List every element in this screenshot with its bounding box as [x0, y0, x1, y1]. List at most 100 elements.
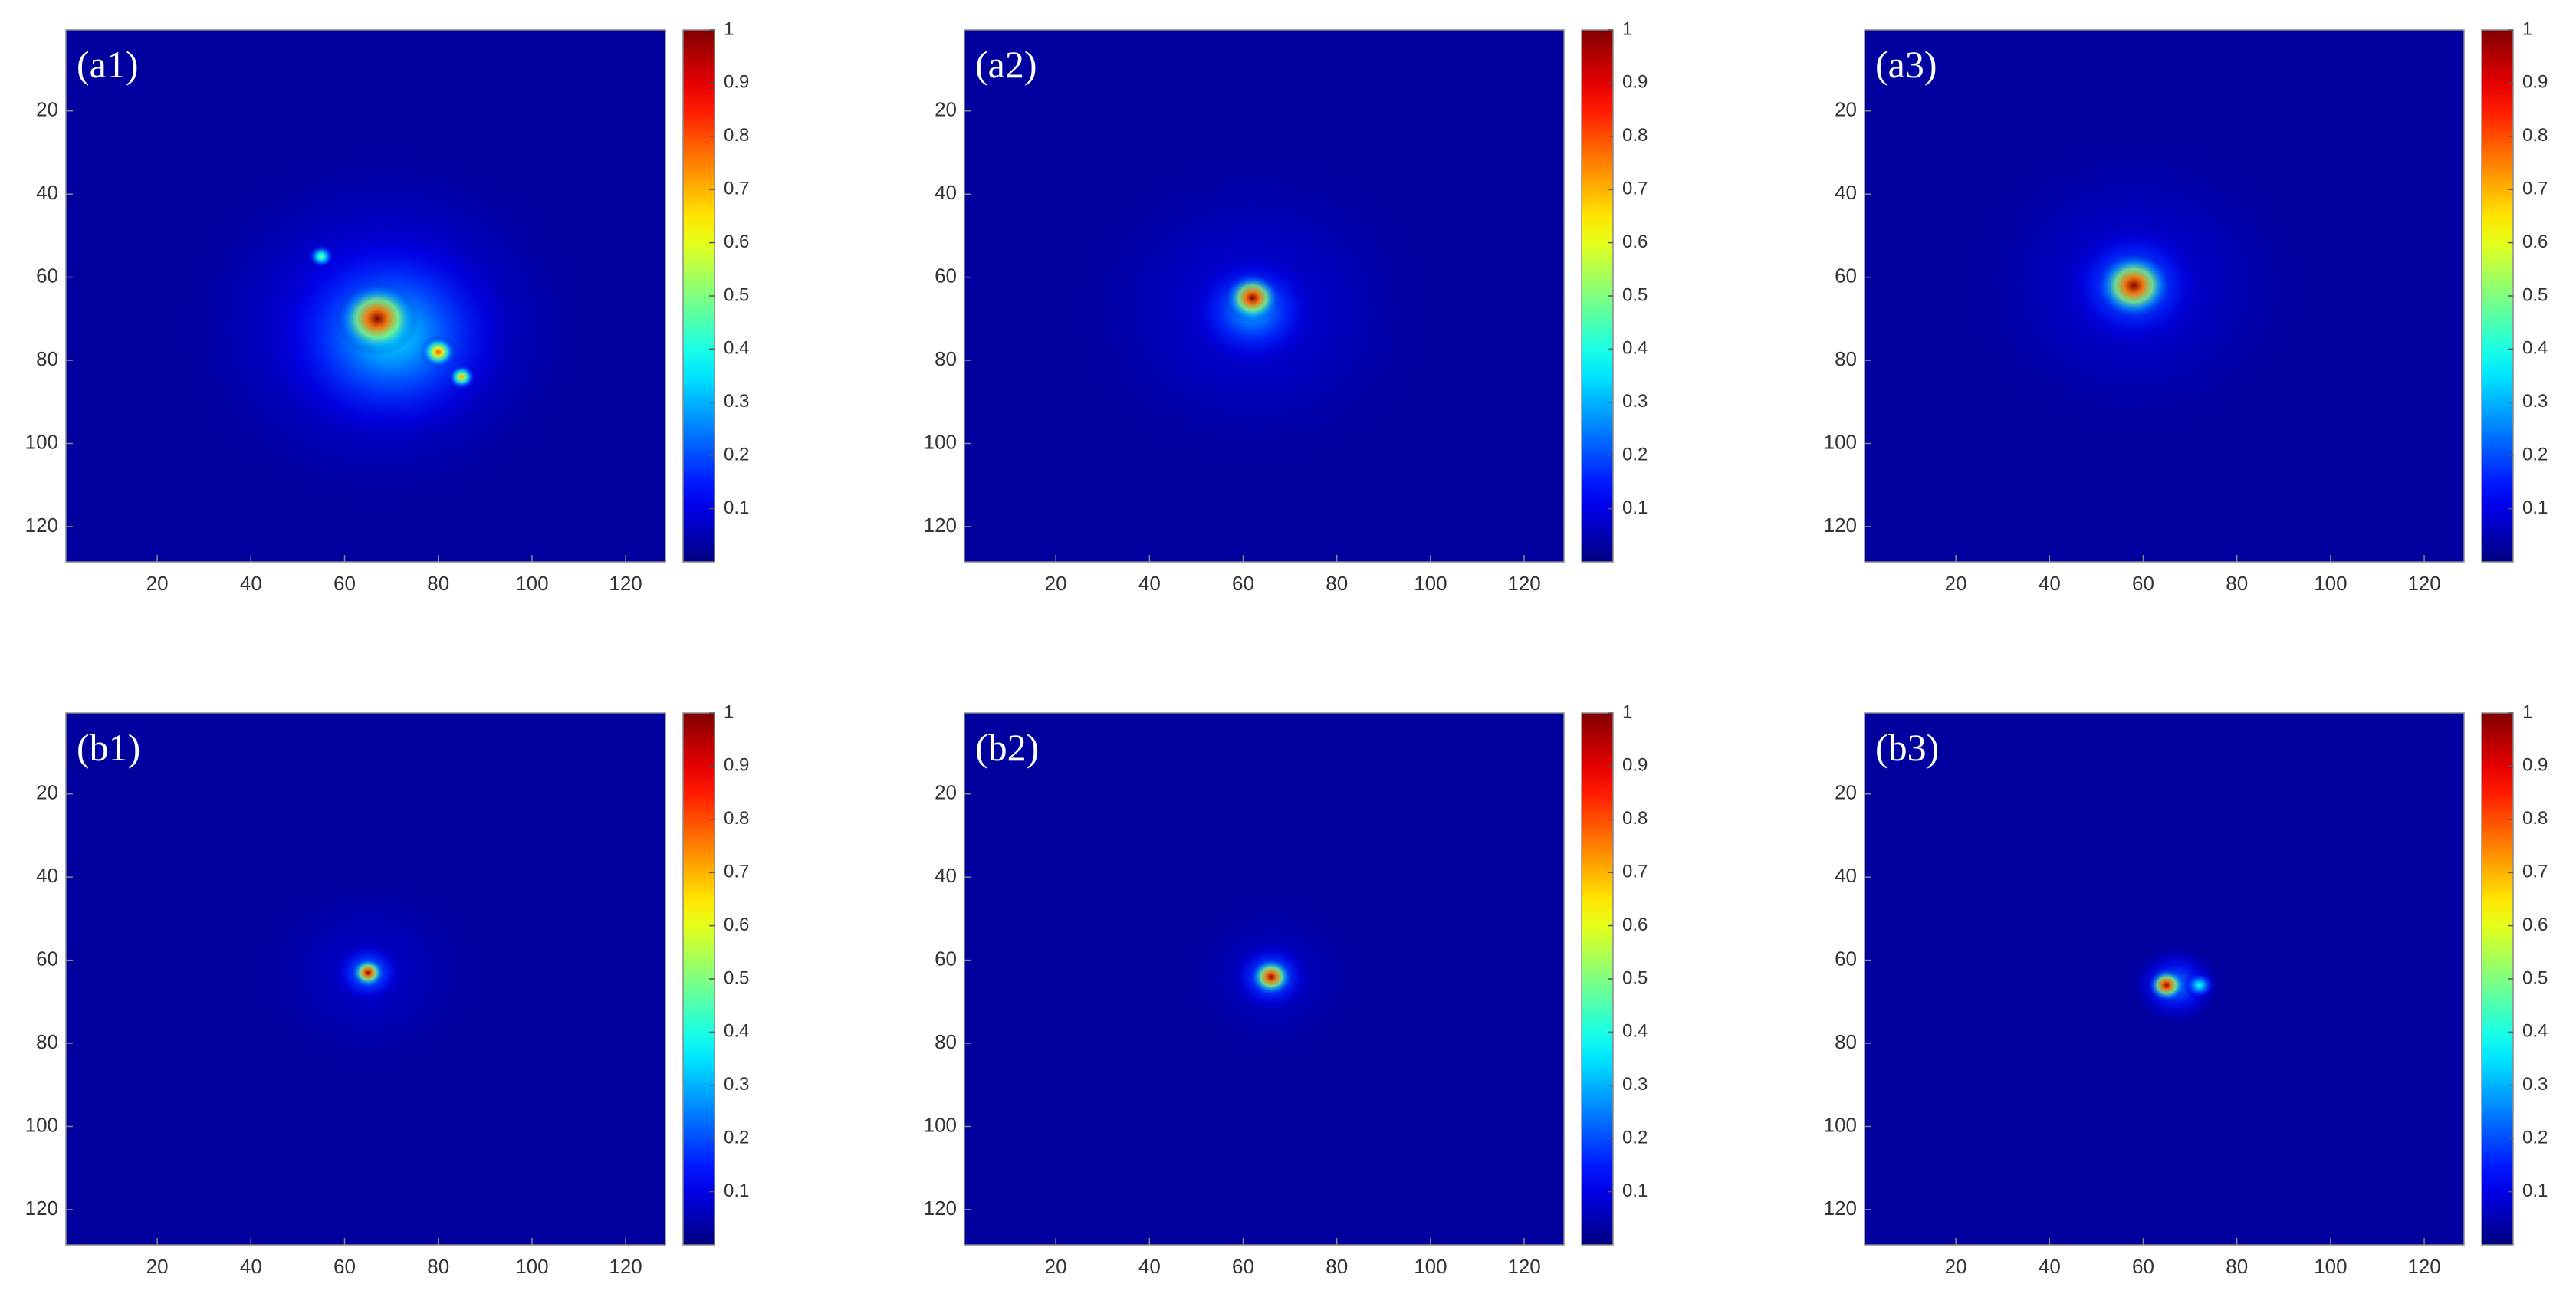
intensity-spot	[2096, 252, 2172, 319]
colorbar-tick-label: 0.6	[724, 915, 749, 935]
plot-frame	[964, 712, 1565, 1246]
x-tick-label: 40	[2039, 572, 2061, 595]
colorbar-tick-label: 0.4	[724, 338, 749, 359]
plot-frame	[65, 712, 666, 1246]
x-tick-label: 40	[240, 572, 262, 595]
y-tick-label: 40	[935, 181, 957, 204]
plot-frame	[964, 29, 1565, 563]
intensity-spot	[1224, 273, 1281, 323]
y-tick-label: 100	[924, 1113, 957, 1136]
colorbar-tick-label: 0.8	[1622, 125, 1648, 146]
y-tick-label: 100	[1824, 1113, 1857, 1136]
y-tick-label: 60	[36, 947, 58, 970]
y-tick-label: 40	[1835, 864, 1857, 887]
y-tick-label: 80	[1835, 347, 1857, 370]
y-tick-label: 120	[25, 1197, 58, 1220]
x-tick-label: 100	[2314, 572, 2347, 595]
colorbar-tick-label: 0.2	[2522, 1128, 2548, 1148]
y-tick-label: 40	[36, 864, 58, 887]
x-tick-label: 120	[2407, 1255, 2440, 1278]
colorbar-tick-label: 0.5	[724, 284, 749, 305]
y-tick-label: 100	[924, 430, 957, 453]
intensity-spot	[307, 244, 336, 269]
x-tick-label: 80	[2226, 572, 2248, 595]
x-tick-label: 40	[240, 1255, 262, 1278]
x-tick-label: 100	[515, 572, 548, 595]
x-tick-label: 60	[1232, 572, 1254, 595]
x-tick-label: 120	[609, 1255, 642, 1278]
colorbar-tick-label: 0.3	[724, 391, 749, 412]
intensity-spot	[351, 957, 385, 987]
intensity-spot	[335, 281, 420, 356]
y-tick-label: 40	[36, 181, 58, 204]
colorbar-tick-label: 0.8	[1622, 808, 1648, 829]
colorbar-tick-label: 0.2	[724, 1128, 749, 1148]
y-tick-label: 80	[36, 1030, 58, 1053]
x-tick-label: 80	[427, 1255, 449, 1278]
x-tick-label: 80	[1326, 572, 1348, 595]
colorbar-tick-label: 0.2	[724, 445, 749, 465]
x-tick-label: 120	[2407, 572, 2440, 595]
x-tick-label: 60	[2132, 1255, 2154, 1278]
plot-frame	[1864, 29, 2465, 563]
x-tick-label: 20	[1945, 572, 1967, 595]
colorbar-tick-label: 0.9	[2522, 72, 2548, 93]
x-tick-label: 120	[1507, 1255, 1540, 1278]
y-tick-label: 120	[1824, 1197, 1857, 1220]
colorbar-tick-label: 0.8	[724, 125, 749, 146]
panel-label: (a1)	[77, 43, 139, 86]
colorbar-tick-label: 0.5	[1622, 284, 1648, 305]
y-tick-label: 20	[935, 781, 957, 804]
x-tick-label: 40	[1138, 1255, 1161, 1278]
y-tick-label: 100	[25, 430, 58, 453]
colorbar-tick-label: 0.6	[724, 232, 749, 252]
colorbar-tick-label: 0.4	[2522, 338, 2548, 359]
colorbar-tick-label: 0.6	[1622, 915, 1648, 935]
x-tick-label: 100	[2314, 1255, 2347, 1278]
y-tick-label: 120	[25, 514, 58, 537]
colorbar-tick-label: 0.1	[2522, 498, 2548, 518]
colorbar-tick-label: 0.3	[1622, 391, 1648, 412]
heatmap-image	[1956, 127, 2312, 444]
colorbar-tick-label: 0.1	[724, 498, 749, 518]
intensity-spot	[1250, 957, 1293, 996]
colorbar-tick-label: 0.6	[2522, 915, 2548, 935]
colorbar-tick-label: 0.1	[2522, 1181, 2548, 1201]
x-tick-label: 60	[1232, 1255, 1254, 1278]
y-tick-label: 40	[1835, 181, 1857, 204]
y-tick-label: 60	[36, 264, 58, 287]
intensity-spot	[419, 335, 458, 369]
colorbar-tick-label: 0.8	[724, 808, 749, 829]
y-tick-label: 60	[1835, 947, 1857, 970]
x-tick-label: 40	[2039, 1255, 2061, 1278]
heatmap-image	[171, 140, 593, 514]
x-tick-label: 80	[1326, 1255, 1348, 1278]
colorbar-tick-label: 0.4	[724, 1021, 749, 1042]
y-tick-label: 120	[1824, 514, 1857, 537]
colorbar-tick-label: 0.2	[1622, 1128, 1648, 1148]
colorbar-tick-label: 0.5	[724, 967, 749, 988]
intensity-spot	[2147, 968, 2186, 1002]
y-tick-label: 60	[935, 947, 957, 970]
colorbar-tick-label: 0.3	[2522, 391, 2548, 412]
x-tick-label: 80	[2226, 1255, 2248, 1278]
colorbar-tick-label: 1	[2522, 701, 2532, 722]
colorbar-tick-label: 0.5	[2522, 967, 2548, 988]
y-tick-label: 120	[924, 514, 957, 537]
x-tick-label: 20	[1945, 1255, 1967, 1278]
x-tick-label: 60	[334, 1255, 356, 1278]
colorbar-tick-label: 1	[1622, 701, 1632, 722]
y-tick-label: 120	[924, 1197, 957, 1220]
x-tick-label: 20	[1045, 572, 1067, 595]
colorbar-tick-label: 0.7	[1622, 179, 1648, 199]
colorbar-tick-label: 1	[2522, 18, 2532, 39]
heatmap-image	[1177, 893, 1365, 1060]
y-tick-label: 20	[36, 781, 58, 804]
colorbar-tick-label: 0.2	[2522, 445, 2548, 465]
x-tick-label: 100	[1414, 1255, 1447, 1278]
colorbar-tick-label: 0.3	[724, 1074, 749, 1095]
y-tick-label: 40	[935, 864, 957, 887]
colorbar-tick-label: 0.8	[2522, 125, 2548, 146]
colorbar-tick-label: 0.5	[2522, 284, 2548, 305]
